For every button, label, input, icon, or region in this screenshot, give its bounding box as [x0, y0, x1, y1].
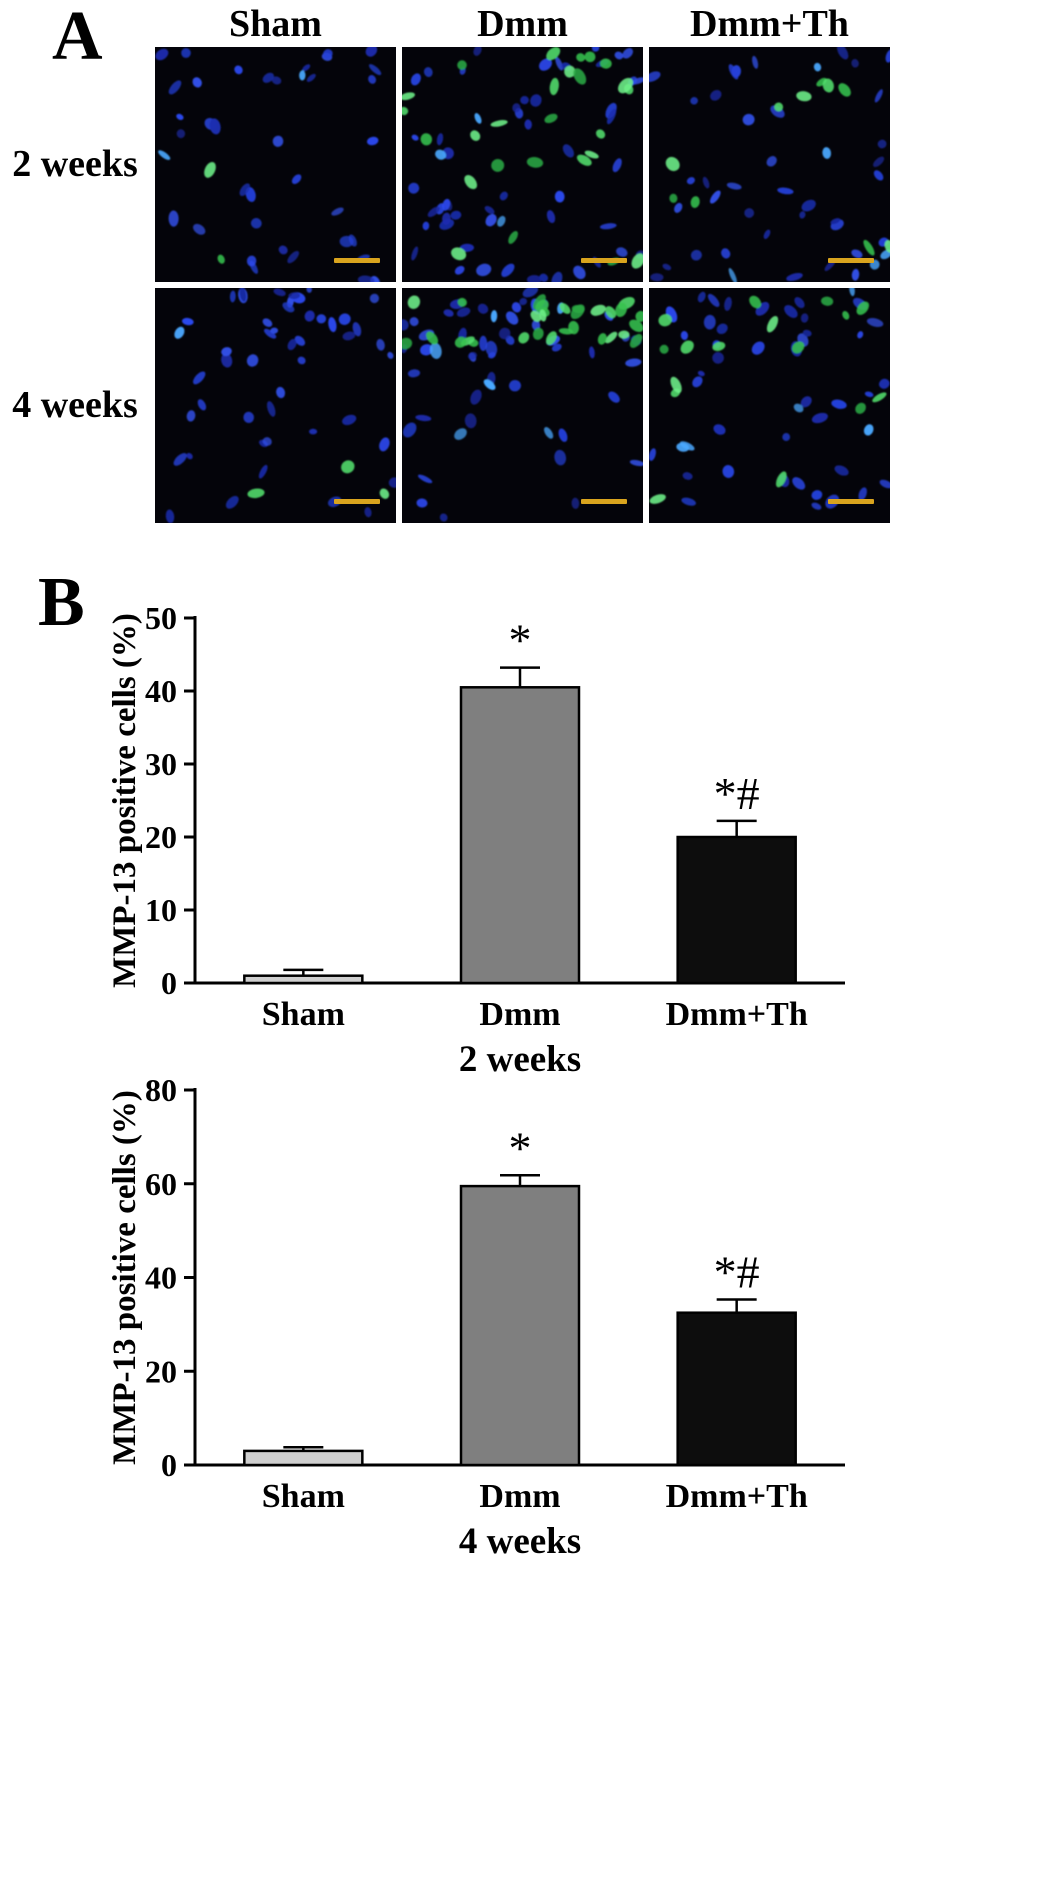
scale-bar [581, 258, 627, 263]
scale-bar [828, 258, 874, 263]
significance-annotation: *# [714, 768, 760, 819]
scale-bar [828, 499, 874, 504]
y-tick-label: 50 [145, 600, 177, 636]
bar-dmm [459, 686, 581, 985]
category-label: Dmm+Th [666, 996, 808, 1033]
x-axis-label: 2 weeks [459, 1039, 581, 1080]
scale-bar [581, 499, 627, 504]
category-label: Sham [262, 996, 345, 1033]
micrograph-dmm-2-weeks [402, 47, 643, 282]
bar-chart-4-weeks: 0 20 40 60 80 Sham * Dmm *# Dmm+Th MMP-13 positive… [107, 1072, 845, 1562]
micrograph-image [649, 288, 890, 523]
bar-sham [243, 1449, 364, 1467]
column-headers: Sham Dmm Dmm+Th [155, 2, 890, 46]
significance-annotation: *# [714, 1247, 760, 1298]
y-tick-label: 60 [145, 1166, 177, 1202]
bar-dmm+th [676, 1311, 797, 1467]
micrograph-background [402, 288, 643, 523]
micrograph-sham-4-weeks [155, 288, 396, 523]
micrograph-image [402, 288, 643, 523]
micrograph-image [402, 47, 643, 282]
bar-chart-2-weeks: 0 10 20 30 40 50 Sham * Dmm *# Dmm+Th MMP-13 positi… [107, 600, 845, 1080]
micrograph-dmm-th-4-weeks [649, 288, 890, 523]
y-tick-label: 40 [145, 1260, 177, 1296]
y-tick-label: 20 [145, 1353, 177, 1389]
micrograph-sham-2-weeks [155, 47, 396, 282]
row-label-2-weeks: 2 weeks [12, 143, 138, 185]
significance-annotation: * [509, 1122, 532, 1173]
y-axis-label: MMP-13 positive cells (%) [107, 613, 143, 988]
y-tick-label: 20 [145, 819, 177, 855]
y-tick-label: 0 [161, 1447, 177, 1483]
scale-bar [334, 258, 380, 263]
micrograph-dmm-4-weeks [402, 288, 643, 523]
bar-dmm+th [676, 835, 797, 985]
category-label: Sham [262, 1478, 345, 1515]
y-tick-label: 80 [145, 1072, 177, 1108]
micrograph-dmm-th-2-weeks [649, 47, 890, 282]
y-tick-label: 40 [145, 673, 177, 709]
y-tick-label: 0 [161, 965, 177, 1001]
column-header-dmm: Dmm [477, 3, 568, 45]
panel-b-label: B [38, 564, 85, 641]
bar-sham [243, 974, 364, 985]
micrograph-image [649, 47, 890, 282]
column-header-sham: Sham [229, 3, 322, 45]
micrograph-image [155, 288, 396, 523]
category-label: Dmm+Th [666, 1478, 808, 1515]
y-axis-label: MMP-13 positive cells (%) [107, 1090, 143, 1465]
panel-a-label: A [52, 0, 103, 75]
y-tick-label: 30 [145, 746, 177, 782]
bar-dmm [459, 1184, 581, 1467]
scale-bar [334, 499, 380, 504]
column-header-dmm-th: Dmm+Th [690, 3, 849, 45]
micrograph-grid [155, 47, 890, 523]
category-label: Dmm [479, 996, 560, 1033]
category-label: Dmm [479, 1478, 560, 1515]
y-tick-label: 10 [145, 892, 177, 928]
micrograph-image [155, 47, 396, 282]
row-label-4-weeks: 4 weeks [12, 384, 138, 426]
x-axis-label: 4 weeks [459, 1521, 581, 1562]
micrograph-background [402, 47, 643, 282]
significance-annotation: * [509, 615, 532, 666]
